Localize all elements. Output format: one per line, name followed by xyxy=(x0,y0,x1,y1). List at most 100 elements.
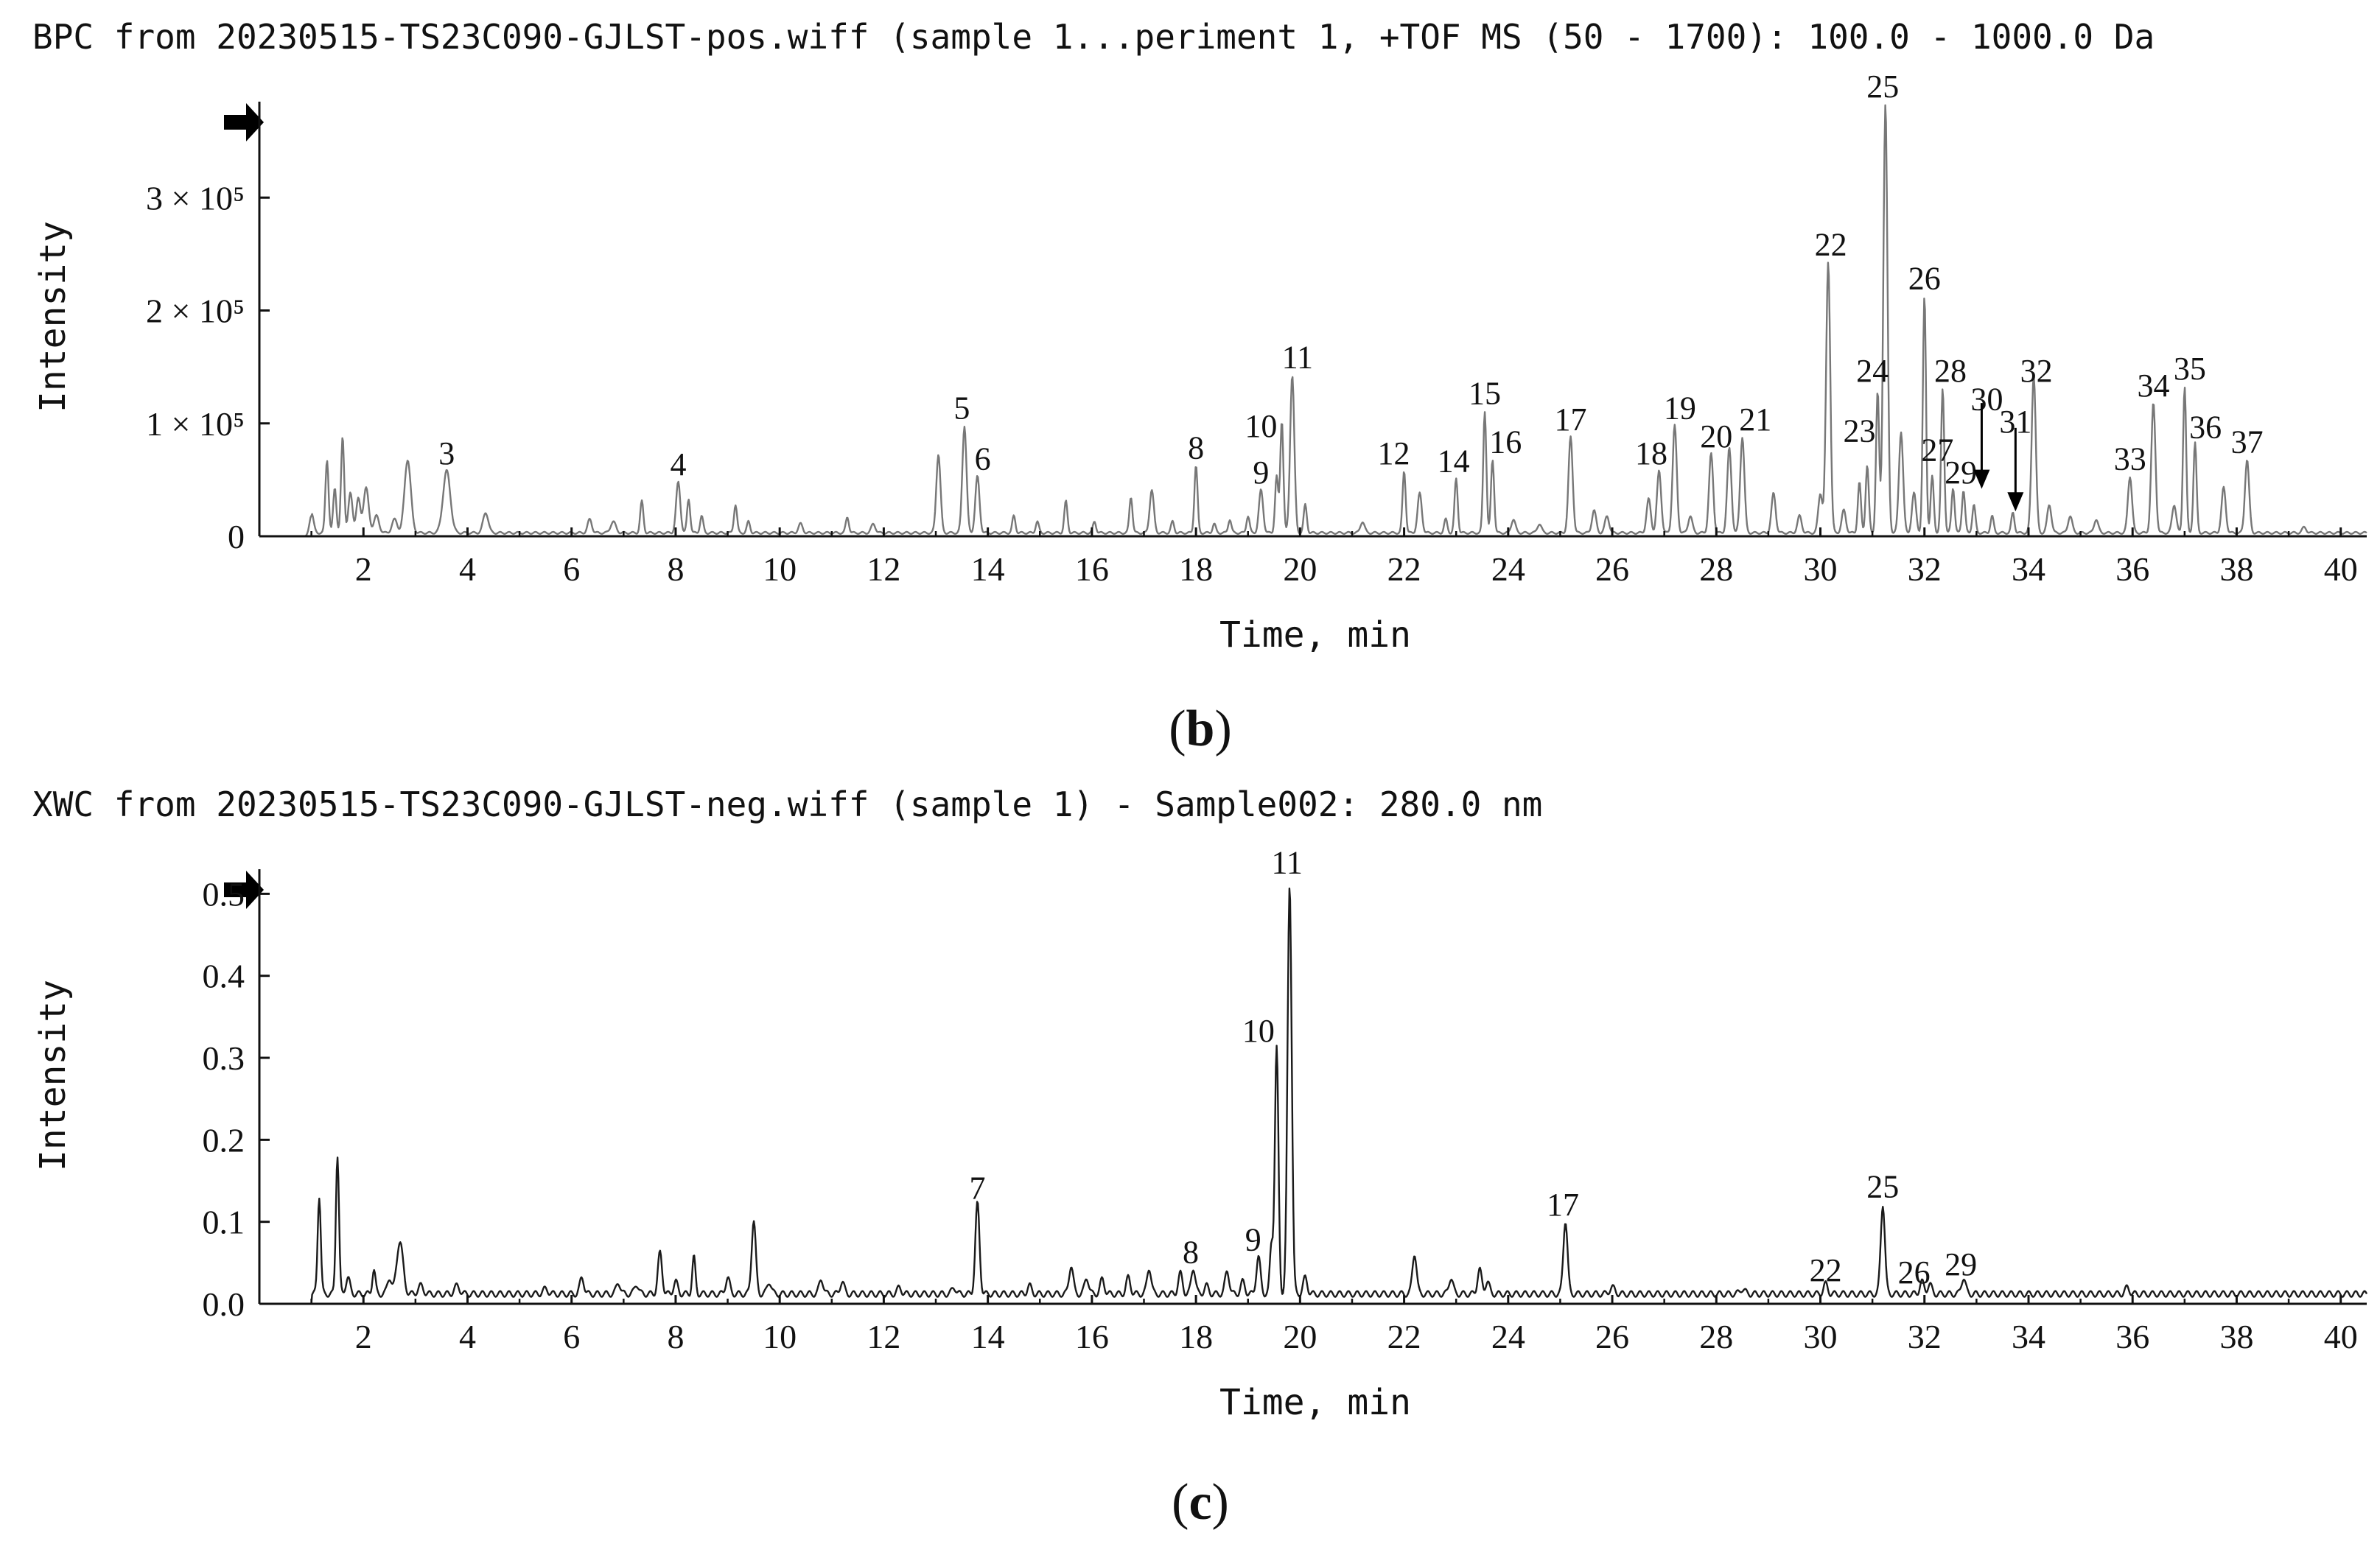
peak-label: 35 xyxy=(2174,351,2206,387)
x-tick-label: 22 xyxy=(1387,550,1421,588)
annotation-arrow-head-icon xyxy=(1973,469,1990,489)
x-tick-label: 4 xyxy=(459,550,476,588)
chromatogram-trace xyxy=(301,104,2367,538)
x-tick-label: 22 xyxy=(1387,1318,1421,1355)
x-tick-label: 10 xyxy=(763,550,797,588)
y-tick-label: 0.4 xyxy=(203,958,245,995)
peak-label: 9 xyxy=(1245,1222,1261,1258)
peak-label: 29 xyxy=(1945,454,1977,491)
x-tick-label: 6 xyxy=(563,1318,580,1355)
peak-label: 24 xyxy=(1856,353,1889,389)
x-tick-label: 10 xyxy=(763,1318,797,1355)
x-tick-label: 6 xyxy=(563,550,580,588)
chart-header: BPC from 20230515-TS23C090-GJLST-pos.wif… xyxy=(32,17,2155,57)
annotation-arrow-head-icon xyxy=(2007,492,2024,512)
peak-label: 27 xyxy=(1921,432,1953,468)
x-tick-label: 8 xyxy=(667,550,684,588)
peak-label: 8 xyxy=(1183,1234,1199,1270)
x-tick-label: 16 xyxy=(1075,550,1109,588)
peak-label: 28 xyxy=(1934,353,1967,389)
peak-label: 16 xyxy=(1489,424,1522,460)
y-tick-label: 0.2 xyxy=(203,1121,245,1159)
peak-label: 29 xyxy=(1945,1246,1977,1282)
peak-label: 3 xyxy=(438,435,455,471)
peak-label: 17 xyxy=(1555,401,1587,438)
peak-label: 19 xyxy=(1664,390,1696,427)
peak-label: 5 xyxy=(953,390,970,427)
x-tick-label: 2 xyxy=(355,1318,372,1355)
peak-label: 20 xyxy=(1700,418,1732,454)
peak-label: 10 xyxy=(1242,1013,1275,1049)
x-tick-label: 2 xyxy=(355,550,372,588)
peak-label: 37 xyxy=(2231,424,2264,460)
x-tick-label: 28 xyxy=(1699,1318,1733,1355)
peak-label: 30 xyxy=(1970,381,2003,417)
peak-label: 4 xyxy=(670,446,686,482)
y-tick-label: 0.0 xyxy=(203,1285,245,1323)
x-tick-label: 4 xyxy=(459,1318,476,1355)
y-tick-label: 0.5 xyxy=(203,875,245,913)
arrow-marker-shape xyxy=(224,871,264,909)
y-tick-label: 3 × 10⁵ xyxy=(146,179,245,217)
peak-label: 12 xyxy=(1377,435,1410,471)
peak-label: 21 xyxy=(1739,401,1771,438)
x-axis-label: Time, min xyxy=(1219,614,1411,656)
x-tick-label: 12 xyxy=(867,550,900,588)
x-tick-label: 32 xyxy=(1908,550,1942,588)
peak-label: 34 xyxy=(2137,368,2169,404)
x-tick-label: 18 xyxy=(1179,1318,1213,1355)
x-tick-label: 8 xyxy=(667,1318,684,1355)
y-tick-label: 0.3 xyxy=(203,1039,245,1077)
peak-label: 15 xyxy=(1469,376,1501,412)
panel-label: (b) xyxy=(1169,701,1232,757)
y-tick-label: 2 × 10⁵ xyxy=(146,292,245,330)
x-tick-label: 38 xyxy=(2219,550,2253,588)
peak-label: 26 xyxy=(1898,1254,1931,1291)
x-tick-label: 28 xyxy=(1699,550,1733,588)
peak-label: 14 xyxy=(1438,443,1470,480)
x-tick-label: 24 xyxy=(1491,1318,1525,1355)
chart-header: XWC from 20230515-TS23C090-GJLST-neg.wif… xyxy=(32,784,1542,824)
peak-label: 9 xyxy=(1253,454,1269,491)
x-tick-label: 12 xyxy=(867,1318,900,1355)
peak-label: 22 xyxy=(1815,226,1847,262)
x-tick-label: 36 xyxy=(2115,550,2149,588)
peak-label: 10 xyxy=(1245,408,1277,444)
x-tick-label: 20 xyxy=(1283,1318,1317,1355)
chromatogram-trace xyxy=(301,887,2368,1305)
panel-label: (c) xyxy=(1172,1474,1229,1531)
y-axis-label: Intensity xyxy=(32,980,74,1171)
peak-label: 17 xyxy=(1547,1187,1579,1223)
x-tick-label: 32 xyxy=(1908,1318,1942,1355)
chart-panel-c: XWC from 20230515-TS23C090-GJLST-neg.wif… xyxy=(32,784,2368,1531)
chart-panel-b: BPC from 20230515-TS23C090-GJLST-pos.wif… xyxy=(32,17,2367,757)
peak-label: 8 xyxy=(1188,429,1204,466)
top-arrow-marker-icon xyxy=(224,871,264,909)
peak-label: 25 xyxy=(1866,69,1899,105)
peak-label: 26 xyxy=(1908,260,1941,296)
y-tick-label: 0 xyxy=(228,518,245,555)
peak-label: 22 xyxy=(1810,1252,1842,1288)
x-tick-label: 18 xyxy=(1179,550,1213,588)
x-tick-label: 24 xyxy=(1491,550,1525,588)
arrow-marker-shape xyxy=(224,103,264,141)
x-tick-label: 40 xyxy=(2324,1318,2358,1355)
peak-label: 25 xyxy=(1866,1168,1899,1204)
x-tick-label: 34 xyxy=(2012,1318,2045,1355)
peak-label: 11 xyxy=(1272,845,1303,881)
x-tick-label: 14 xyxy=(971,1318,1005,1355)
axes: 2 4 6 8 10 12 14 16 18 20 22 24 26 28 30 32 34 36 38 400.00… xyxy=(203,869,2367,1355)
x-tick-label: 34 xyxy=(2012,550,2045,588)
x-tick-label: 30 xyxy=(1804,1318,1838,1355)
peak-label: 32 xyxy=(2020,353,2053,389)
peak-label: 23 xyxy=(1843,413,1875,449)
x-tick-label: 16 xyxy=(1075,1318,1109,1355)
x-tick-label: 40 xyxy=(2324,550,2358,588)
x-tick-label: 20 xyxy=(1283,550,1317,588)
peak-label: 6 xyxy=(975,441,991,477)
x-tick-label: 26 xyxy=(1595,1318,1629,1355)
y-tick-label: 0.1 xyxy=(203,1204,245,1241)
